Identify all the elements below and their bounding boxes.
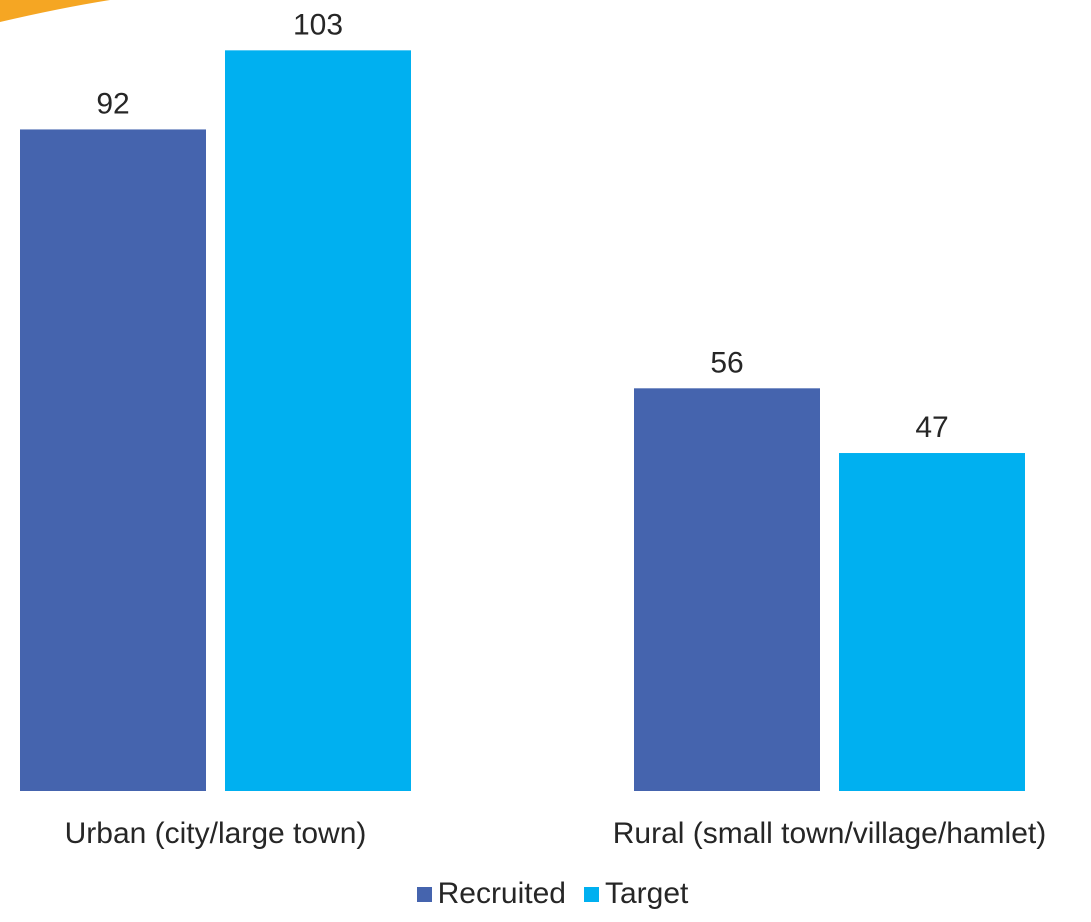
data-label-recruited-1: 56 — [710, 346, 743, 379]
bar-target-1 — [839, 453, 1025, 791]
bar-target-0 — [225, 50, 411, 791]
corner-decoration — [0, 0, 110, 22]
bar-recruited-1 — [634, 388, 820, 791]
x-axis-tick-labels: Urban (city/large town) Rural (small town… — [65, 817, 1047, 850]
legend-item-recruited: Recruited — [416, 877, 566, 911]
legend-label-target: Target — [605, 877, 689, 910]
x-tick-label-1: Rural (small town/village/hamlet) — [613, 817, 1046, 850]
data-label-recruited-0: 92 — [96, 87, 129, 120]
data-label-target-0: 103 — [293, 8, 343, 41]
bars-layer — [20, 50, 1025, 791]
bar-recruited-0 — [20, 129, 206, 791]
data-labels-layer: 92 103 56 47 — [96, 8, 948, 444]
legend-swatch-target — [584, 886, 599, 902]
x-tick-label-0: Urban (city/large town) — [65, 817, 367, 850]
legend: Recruited Target — [0, 877, 1091, 911]
data-label-target-1: 47 — [915, 411, 948, 444]
legend-label-recruited: Recruited — [437, 877, 566, 910]
legend-item-target: Target — [584, 877, 688, 911]
legend-swatch-recruited — [416, 886, 432, 902]
